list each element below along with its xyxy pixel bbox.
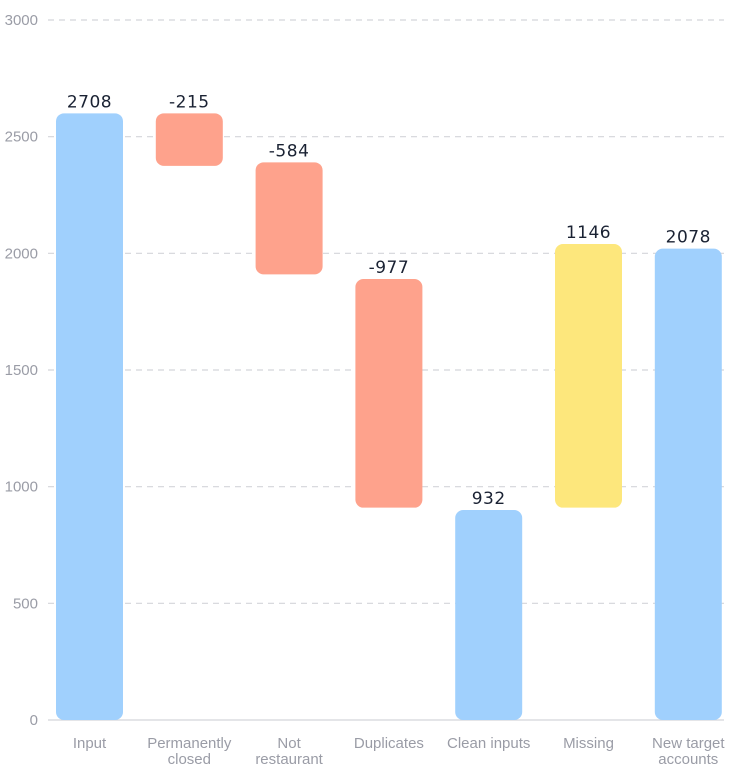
y-axis-ticks: 0 500 1000 1500 2000 2500 3000	[5, 12, 38, 729]
x-tick-label: Missing	[563, 735, 614, 752]
x-axis-ticks: Input Permanently closed Not restaurant Dupli…	[73, 735, 726, 768]
x-tick-label: New target accounts	[652, 735, 725, 768]
x-tick-label: Duplicates	[354, 735, 424, 752]
bar-decrease	[155, 113, 223, 166]
y-tick-label: 3000	[5, 12, 38, 29]
data-label: 2078	[666, 228, 711, 248]
x-tick-label: Not restaurant	[255, 735, 323, 768]
bars	[56, 113, 722, 721]
data-label: -215	[169, 92, 210, 112]
bar-total	[654, 248, 722, 720]
y-tick-label: 1500	[5, 362, 38, 379]
y-tick-label: 1000	[5, 479, 38, 496]
data-label: 932	[472, 489, 506, 509]
y-tick-label: 2500	[5, 129, 38, 146]
x-tick-label: Clean inputs	[447, 735, 530, 752]
bar-decrease	[255, 162, 323, 275]
x-tick-label: Permanently closed	[147, 735, 232, 768]
y-tick-label: 500	[13, 595, 38, 612]
data-label: -584	[269, 141, 310, 161]
data-label: 1146	[566, 223, 611, 243]
bar-increase	[555, 244, 622, 508]
bar-decrease	[355, 279, 423, 508]
bar-total	[56, 113, 123, 721]
data-label: -977	[369, 258, 410, 278]
bar-total	[455, 510, 523, 720]
data-labels: 2708 -215 -584 -977 932 1146 2078	[67, 92, 711, 509]
data-label: 2708	[67, 92, 112, 112]
y-tick-label: 0	[30, 712, 38, 729]
x-tick-label: Input	[73, 735, 107, 752]
y-tick-label: 2000	[5, 245, 38, 262]
